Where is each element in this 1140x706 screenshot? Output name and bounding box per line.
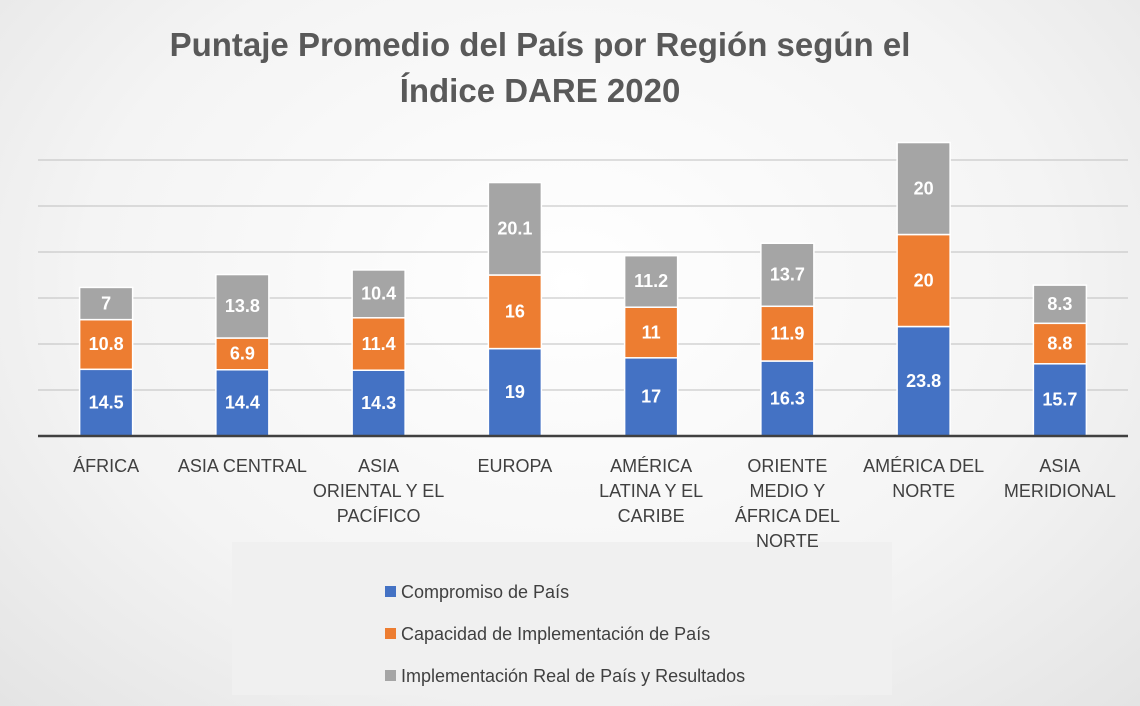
x-tick-label: ORIENTE MEDIO Y ÁFRICA DEL NORTE (734, 456, 840, 551)
data-label: 8.3 (1047, 294, 1072, 314)
bar-segment (896, 325, 951, 437)
data-label: 8.8 (1047, 333, 1072, 353)
bar-segment (760, 305, 815, 362)
bar-segment (760, 242, 815, 308)
bar-segment (1032, 284, 1088, 325)
x-tick-label: AMÉRICA DEL NORTE (863, 456, 985, 501)
data-label: 14.5 (89, 392, 124, 412)
bar-segment (78, 286, 134, 321)
data-label: 7 (101, 293, 111, 313)
data-label: 11 (642, 322, 661, 342)
legend-item: Compromiso de País (385, 582, 569, 603)
legend-label: Compromiso de País (401, 582, 570, 602)
x-tick-label: ASIA MERIDIONAL (1003, 456, 1116, 501)
legend-item: Capacidad de Implementación de País (385, 624, 710, 645)
bar-segment (896, 141, 951, 236)
data-label: 16 (505, 302, 525, 322)
x-tick-label: ASIA CENTRAL (177, 456, 307, 476)
legend-swatch (385, 586, 396, 597)
data-label: 11.4 (362, 334, 396, 354)
legend: Compromiso de País Capacidad de Implement… (232, 542, 892, 695)
legend-swatch (385, 670, 396, 681)
data-label: 19 (505, 382, 525, 402)
data-label: 11.9 (770, 323, 804, 343)
data-label: 14.3 (361, 393, 396, 413)
x-tick-label: AMÉRICA LATINA Y EL CARIBE (599, 456, 704, 526)
data-label: 13.7 (770, 265, 805, 285)
data-label: 11.2 (634, 271, 668, 291)
bar-segment (351, 269, 406, 319)
legend-label: Implementación Real de País y Resultados (401, 666, 746, 686)
data-label: 13.8 (225, 296, 260, 316)
chart-title: Puntaje Promedio del País por Región seg… (169, 26, 911, 109)
bar-segment (1032, 322, 1088, 365)
legend-item: Implementación Real de País y Resultados (385, 666, 745, 687)
bar-segment (487, 347, 543, 437)
bar-segment (215, 369, 270, 437)
data-label: 23.8 (906, 371, 941, 391)
bar-segment (351, 317, 406, 371)
bar-segment (760, 360, 815, 437)
x-tick-label: ASIA ORIENTAL Y EL PACÍFICO (312, 456, 445, 526)
data-label: 20 (914, 270, 934, 290)
data-label: 10.4 (361, 284, 396, 304)
x-tick-label: ÁFRICA (73, 456, 140, 476)
bar-segment (78, 318, 134, 371)
data-label: 10.8 (89, 334, 124, 354)
legend-swatch (385, 628, 396, 639)
bar-segment (1032, 363, 1088, 437)
bar-segment (487, 181, 543, 276)
bar-segment (623, 254, 679, 308)
bar-segment (487, 274, 543, 350)
data-label: 15.7 (1042, 390, 1077, 410)
data-label: 17 (641, 387, 661, 407)
legend-label: Capacidad de Implementación de País (401, 624, 711, 644)
data-label: 6.9 (230, 344, 255, 364)
data-label: 16.3 (770, 388, 805, 408)
data-label: 14.4 (225, 393, 260, 413)
x-tick-label: EUROPA (477, 456, 553, 476)
bar-segment (215, 273, 270, 339)
data-label: 20.1 (497, 219, 532, 239)
data-label: 20 (914, 178, 934, 198)
bar-segment (623, 357, 679, 437)
